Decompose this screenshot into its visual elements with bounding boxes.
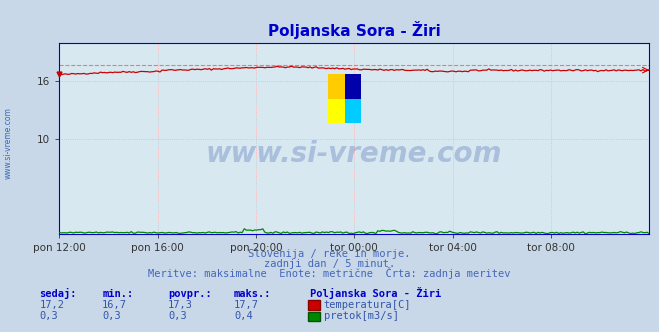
Text: pretok[m3/s]: pretok[m3/s] bbox=[324, 311, 399, 321]
Text: 17,7: 17,7 bbox=[234, 300, 259, 310]
Text: temperatura[C]: temperatura[C] bbox=[324, 300, 411, 310]
Text: zadnji dan / 5 minut.: zadnji dan / 5 minut. bbox=[264, 259, 395, 269]
Text: povpr.:: povpr.: bbox=[168, 289, 212, 299]
Text: 0,3: 0,3 bbox=[40, 311, 58, 321]
Text: Poljanska Sora - Žiri: Poljanska Sora - Žiri bbox=[310, 287, 441, 299]
Text: maks.:: maks.: bbox=[234, 289, 272, 299]
Text: Slovenija / reke in morje.: Slovenija / reke in morje. bbox=[248, 249, 411, 259]
Bar bbox=[328, 99, 345, 124]
Text: Meritve: maksimalne  Enote: metrične  Črta: zadnja meritev: Meritve: maksimalne Enote: metrične Črta… bbox=[148, 267, 511, 279]
Text: 0,3: 0,3 bbox=[102, 311, 121, 321]
Text: 16,7: 16,7 bbox=[102, 300, 127, 310]
Text: www.si-vreme.com: www.si-vreme.com bbox=[3, 107, 13, 179]
Text: 17,2: 17,2 bbox=[40, 300, 65, 310]
Text: www.si-vreme.com: www.si-vreme.com bbox=[206, 140, 502, 168]
Bar bbox=[328, 74, 345, 99]
Text: 17,3: 17,3 bbox=[168, 300, 193, 310]
Bar bbox=[345, 99, 361, 124]
Bar bbox=[345, 74, 361, 99]
Text: sedaj:: sedaj: bbox=[40, 288, 77, 299]
Text: min.:: min.: bbox=[102, 289, 133, 299]
Text: 0,3: 0,3 bbox=[168, 311, 186, 321]
Title: Poljanska Sora - Žiri: Poljanska Sora - Žiri bbox=[268, 21, 441, 39]
Text: 0,4: 0,4 bbox=[234, 311, 252, 321]
